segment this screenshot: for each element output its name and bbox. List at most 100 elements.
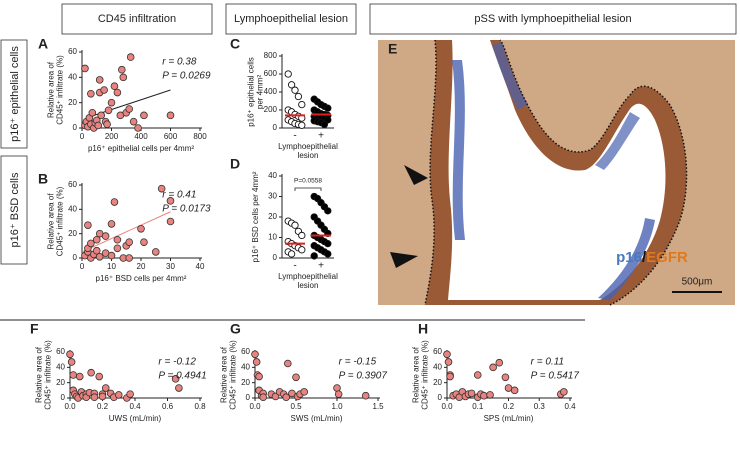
row-label: p16⁺ BSD cells bbox=[9, 172, 21, 247]
legend-part: / bbox=[642, 249, 647, 266]
point bbox=[287, 250, 296, 258]
point bbox=[100, 86, 108, 94]
point bbox=[252, 358, 261, 366]
point bbox=[166, 197, 175, 205]
point bbox=[333, 384, 341, 392]
point bbox=[501, 373, 510, 382]
stain-legend: p16/EGFR bbox=[616, 249, 688, 266]
point bbox=[282, 393, 290, 402]
x-tick-label: - bbox=[293, 261, 296, 272]
x-tick-label: 0.2 bbox=[97, 402, 109, 411]
point bbox=[87, 90, 95, 98]
point bbox=[118, 65, 126, 74]
y-axis-label: CD45⁺ infiltrate (%) bbox=[421, 340, 430, 410]
y-tick-label: 20 bbox=[68, 98, 77, 107]
x-tick-label: + bbox=[318, 261, 324, 272]
y-axis-label: CD45⁺ infiltrate (%) bbox=[56, 186, 65, 256]
y-tick-label: 20 bbox=[241, 378, 250, 387]
y-tick-label: 60 bbox=[241, 347, 250, 356]
y-axis-label: Relative area of bbox=[47, 61, 56, 118]
point bbox=[283, 359, 292, 368]
point bbox=[298, 121, 306, 129]
x-tick-label: 1.5 bbox=[372, 402, 384, 411]
point bbox=[87, 368, 95, 377]
point bbox=[251, 350, 259, 359]
point bbox=[140, 238, 148, 246]
point bbox=[107, 98, 116, 107]
point bbox=[298, 231, 306, 240]
point bbox=[81, 64, 89, 73]
point bbox=[66, 350, 74, 359]
lumen bbox=[448, 40, 666, 300]
x-tick-label: 800 bbox=[193, 132, 207, 141]
x-tick-label: 0 bbox=[80, 262, 85, 271]
point bbox=[87, 239, 95, 248]
x-axis-label: lesion bbox=[298, 151, 319, 160]
point bbox=[92, 235, 101, 244]
x-tick-label: 0.0 bbox=[441, 402, 453, 411]
point bbox=[495, 358, 504, 367]
x-tick-label: 0 bbox=[80, 132, 85, 141]
point bbox=[113, 235, 122, 244]
point bbox=[486, 391, 494, 399]
row-label: p16⁺ epithelial cells bbox=[9, 46, 21, 142]
y-tick-label: 0 bbox=[61, 393, 66, 402]
point bbox=[292, 373, 300, 382]
point bbox=[473, 371, 482, 379]
header bbox=[0, 3, 737, 265]
x-tick-label: 200 bbox=[105, 132, 119, 141]
point bbox=[125, 238, 133, 246]
point bbox=[298, 100, 306, 109]
x-axis-label: Lymphoepithelial bbox=[278, 272, 338, 281]
y-tick-label: 20 bbox=[68, 229, 77, 238]
point bbox=[98, 392, 107, 401]
stat-annotation: P = 0.5417 bbox=[531, 371, 580, 382]
point bbox=[114, 391, 123, 399]
panel-letter: A bbox=[38, 36, 48, 52]
significance-bracket bbox=[294, 187, 322, 191]
y-tick-label: 40 bbox=[68, 72, 77, 81]
point bbox=[444, 358, 453, 366]
point bbox=[92, 246, 101, 255]
x-tick-label: 0.1 bbox=[472, 402, 484, 411]
x-tick-label: 20 bbox=[137, 262, 146, 271]
point bbox=[134, 124, 142, 132]
point bbox=[101, 384, 110, 392]
point bbox=[291, 221, 299, 229]
y-tick-label: 600 bbox=[264, 69, 278, 78]
point bbox=[166, 217, 175, 226]
point bbox=[291, 86, 299, 94]
stat-annotation: r = 0.38 bbox=[162, 57, 197, 68]
fit-line bbox=[81, 211, 171, 253]
point bbox=[107, 251, 116, 260]
header-title: pSS with lymphoepithelial lesion bbox=[474, 13, 631, 25]
point bbox=[125, 254, 133, 262]
panel-letter: H bbox=[418, 321, 428, 337]
y-tick-label: 40 bbox=[433, 362, 442, 371]
x-tick-label: 30 bbox=[166, 262, 175, 271]
point bbox=[361, 391, 370, 400]
point bbox=[97, 111, 105, 120]
point bbox=[69, 371, 78, 379]
point bbox=[288, 389, 296, 398]
stat-annotation: r = -0.12 bbox=[158, 357, 196, 368]
y-axis-label: CD45⁺ infiltrate (%) bbox=[229, 340, 238, 410]
p16-stain bbox=[595, 112, 640, 170]
row-label-box bbox=[0, 155, 28, 265]
point bbox=[94, 121, 103, 130]
point bbox=[446, 372, 454, 381]
point bbox=[259, 393, 268, 402]
x-tick-label: 0.2 bbox=[503, 402, 515, 411]
x-axis-label: Lymphoepithelial bbox=[278, 142, 338, 151]
point bbox=[67, 358, 76, 366]
legend-part: p16 bbox=[616, 249, 642, 266]
x-tick-label: 0.3 bbox=[534, 402, 546, 411]
y-tick-label: 0 bbox=[273, 123, 278, 132]
point bbox=[137, 225, 145, 233]
y-axis-label: p16⁺ epithelial cells bbox=[247, 57, 256, 127]
point bbox=[298, 246, 306, 254]
x-axis-label: SPS (mL/min) bbox=[484, 414, 534, 423]
y-axis-label: CD45⁺ infiltrate (%) bbox=[44, 340, 53, 410]
point bbox=[113, 244, 122, 253]
